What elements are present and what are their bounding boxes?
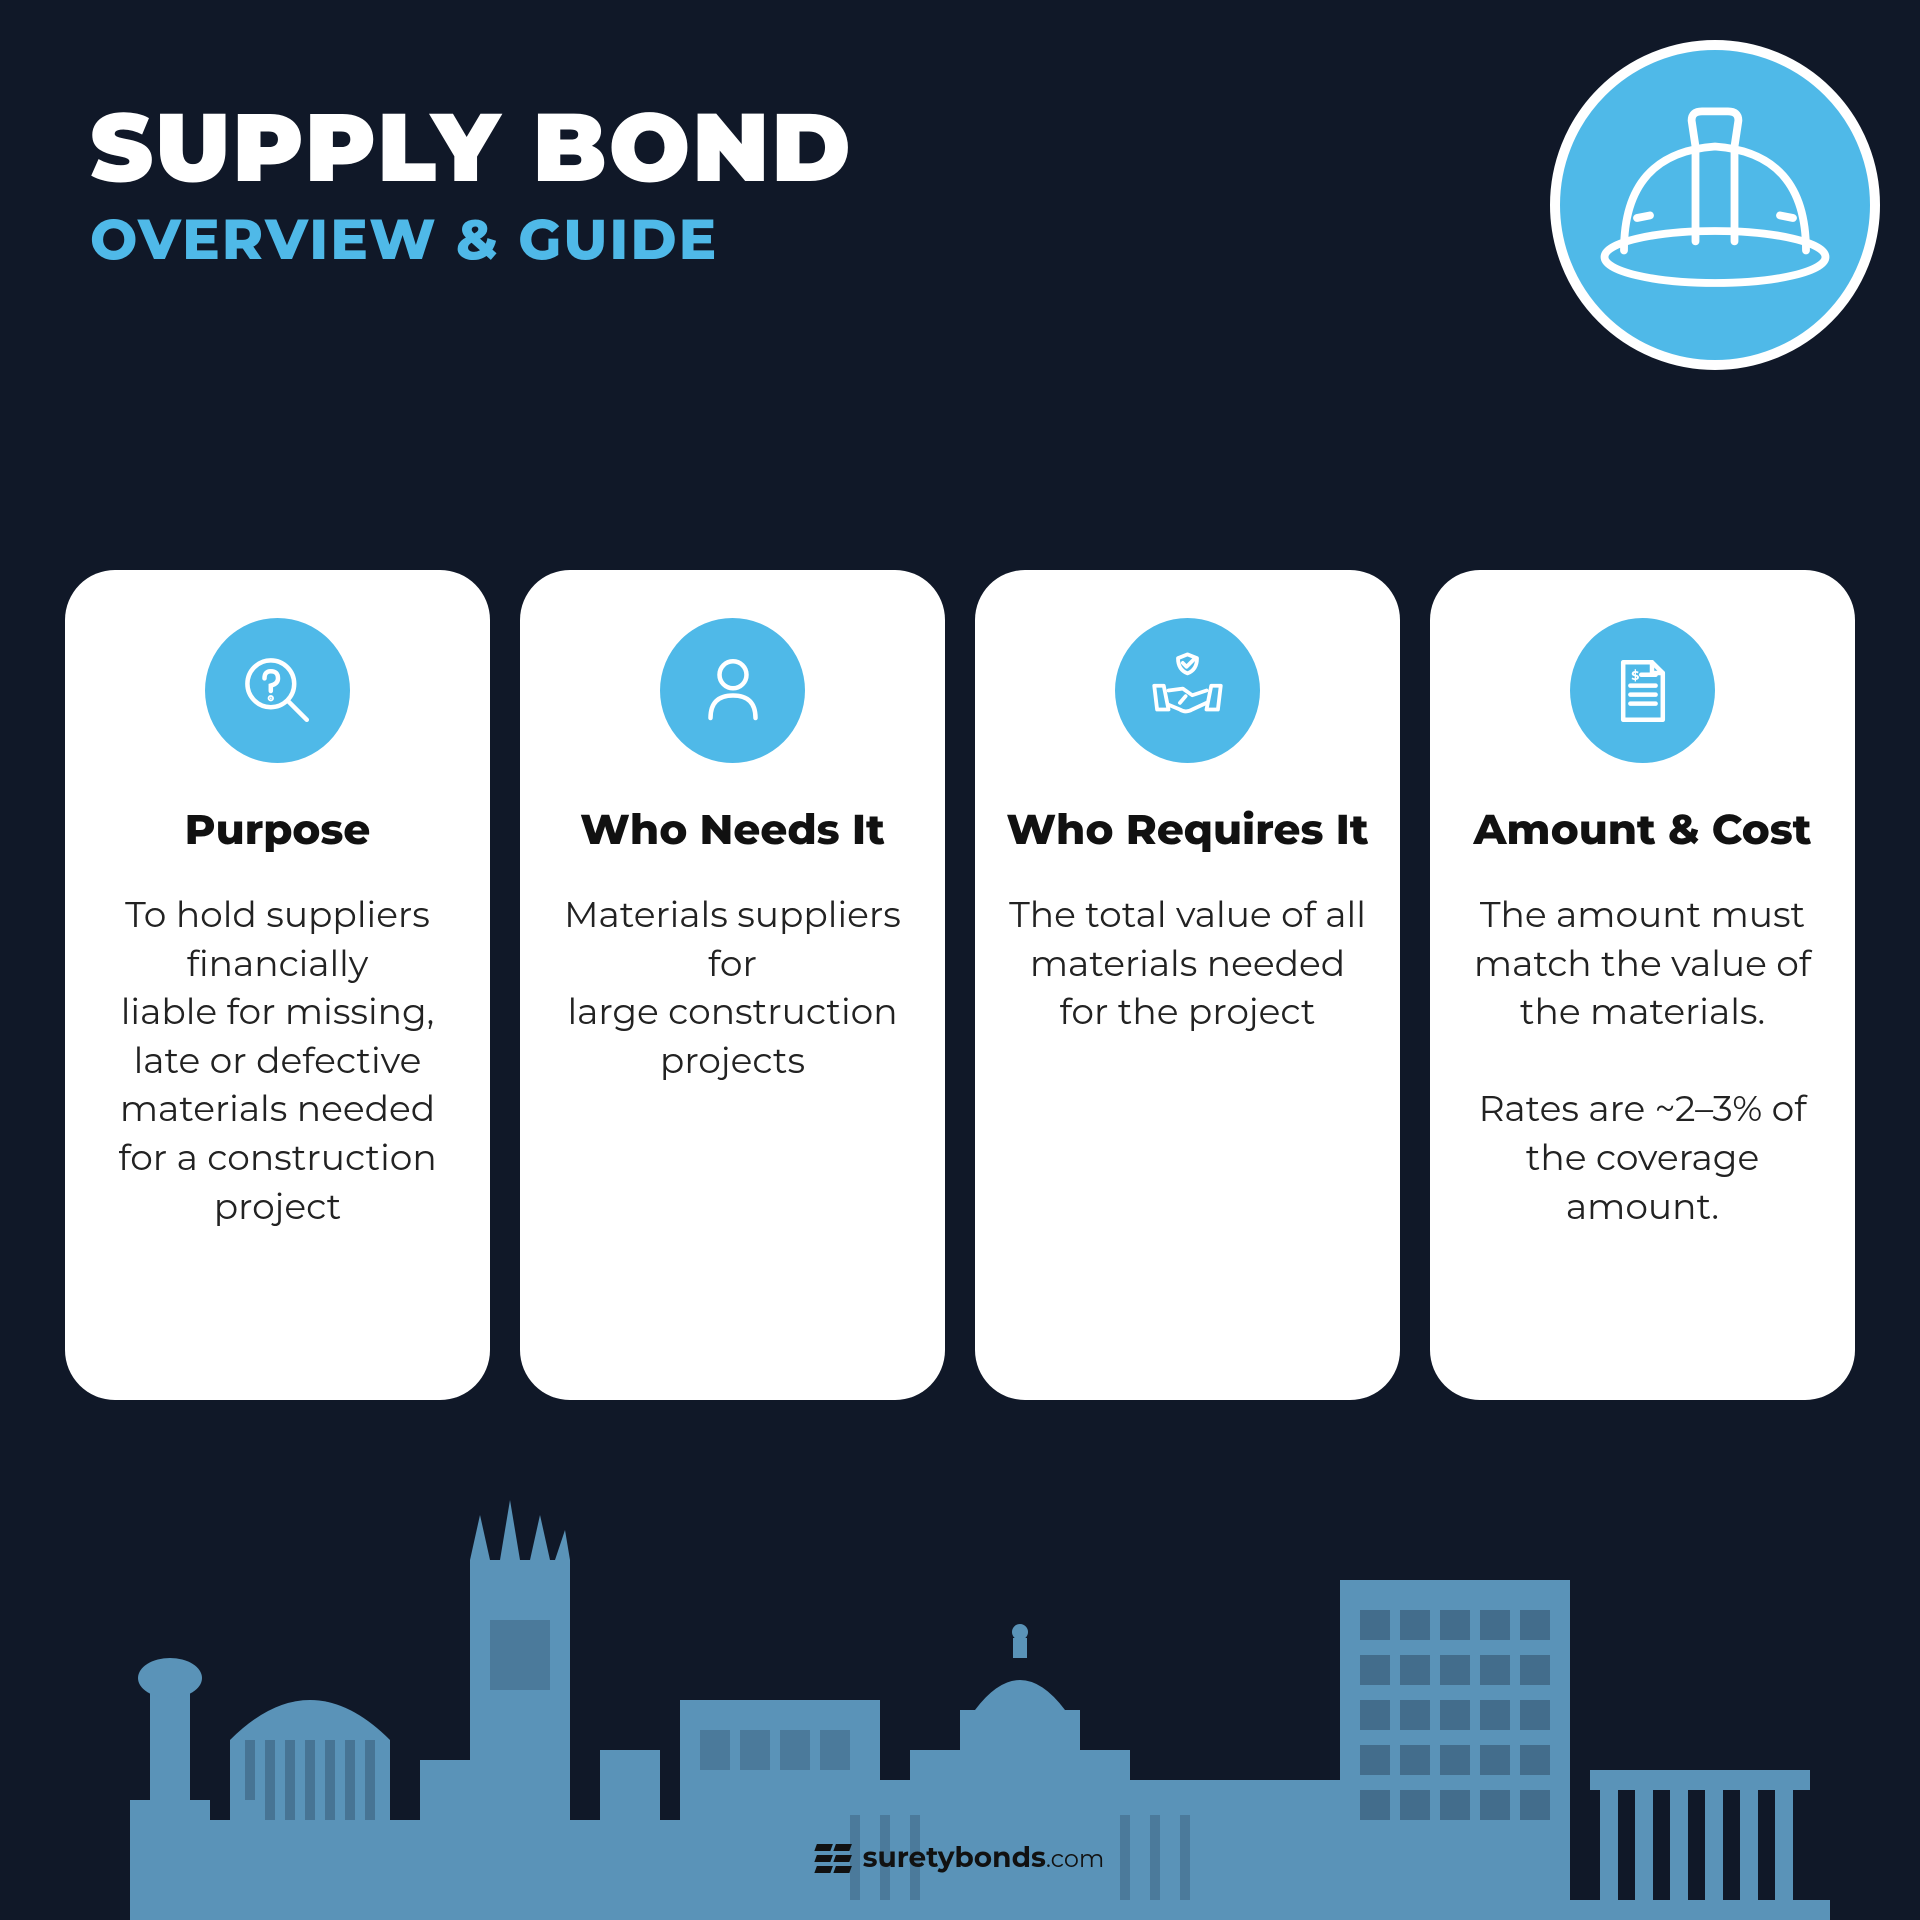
title: SUPPLY BOND (90, 100, 853, 196)
card-title: Who Needs It (580, 803, 885, 855)
magnifying-question-icon (205, 618, 350, 763)
card-title: Amount & Cost (1474, 803, 1812, 855)
card-body: Materials suppliers for large constructi… (550, 891, 915, 1085)
card-title: Purpose (185, 803, 371, 855)
handshake-shield-icon (1115, 618, 1260, 763)
card-body: To hold suppliers financially liable for… (95, 891, 460, 1231)
brand-tld: .com (1046, 1845, 1105, 1874)
person-icon (660, 618, 805, 763)
card-body: The total value of all materials needed … (1005, 891, 1370, 1037)
brand-logo: suretybonds.com (816, 1841, 1105, 1875)
brand-mark-icon (816, 1844, 851, 1873)
hard-hat-icon (1550, 40, 1880, 370)
card-who-needs: Who Needs It Materials suppliers for lar… (520, 570, 945, 1400)
document-dollar-icon: $ (1570, 618, 1715, 763)
card-body: The amount must match the value of the m… (1460, 891, 1825, 1231)
header: SUPPLY BOND OVERVIEW & GUIDE (90, 100, 853, 274)
brand-text: suretybonds.com (863, 1841, 1105, 1875)
card-title: Who Requires It (1006, 803, 1368, 855)
card-purpose: Purpose To hold suppliers financially li… (65, 570, 490, 1400)
brand-name: suretybonds (863, 1841, 1046, 1875)
card-amount-cost: $ Amount & Cost The amount must match th… (1430, 570, 1855, 1400)
svg-text:$: $ (1631, 669, 1639, 684)
card-who-requires: Who Requires It The total value of all m… (975, 570, 1400, 1400)
subtitle: OVERVIEW & GUIDE (90, 206, 853, 274)
cards-row: Purpose To hold suppliers financially li… (65, 570, 1855, 1400)
